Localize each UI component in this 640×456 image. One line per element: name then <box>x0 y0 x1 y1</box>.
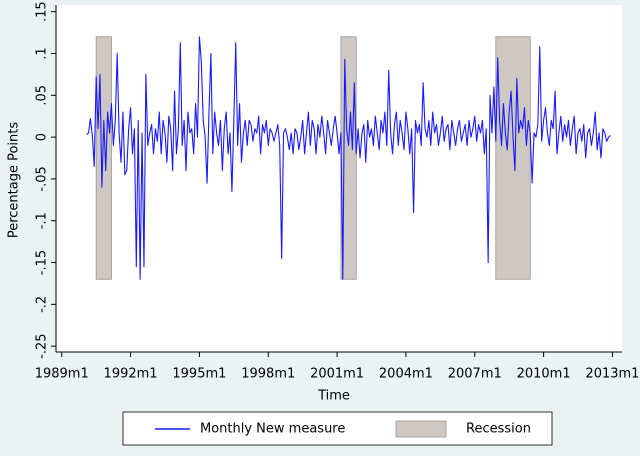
series-line <box>86 36 611 280</box>
legend <box>122 411 553 446</box>
y-tick-label: 0 <box>35 133 50 141</box>
legend-label: Recession <box>466 422 531 437</box>
x-tick-label: 2007m1 <box>448 367 502 382</box>
x-tick-label: 2004m1 <box>379 367 433 382</box>
x-tick-label: 2001m1 <box>310 367 364 382</box>
x-tick-label: 2013m1 <box>585 367 639 382</box>
x-tick-label: 1992m1 <box>104 367 158 382</box>
y-axis-title: Percentage Points <box>7 122 22 239</box>
legend-swatch <box>395 420 447 438</box>
plot-area <box>56 5 622 352</box>
x-tick-label: 1995m1 <box>172 367 226 382</box>
y-tick-label: .1 <box>35 47 50 59</box>
y-tick-label: -.05 <box>35 166 50 191</box>
x-tick-label: 2010m1 <box>517 367 571 382</box>
y-tick-label: -.1 <box>35 212 50 229</box>
legend-label: Monthly New measure <box>200 422 345 437</box>
y-tick-label: .05 <box>35 85 50 106</box>
recession-band <box>95 36 112 280</box>
y-tick-label: -.25 <box>34 333 49 358</box>
x-tick-label: 1998m1 <box>241 367 295 382</box>
y-tick-label: -.15 <box>35 250 50 275</box>
x-tick-label: 1989m1 <box>35 367 89 382</box>
recession-band <box>495 36 531 280</box>
y-tick-label: -.2 <box>35 296 50 313</box>
y-tick-label: .15 <box>35 1 50 22</box>
x-axis-title: Time <box>317 389 350 404</box>
